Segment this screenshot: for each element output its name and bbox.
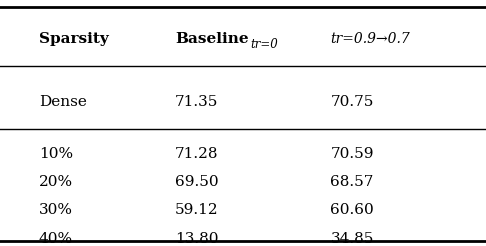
Text: 13.80: 13.80 bbox=[175, 232, 219, 246]
Text: 71.28: 71.28 bbox=[175, 147, 219, 161]
Text: 40%: 40% bbox=[39, 232, 73, 246]
Text: tr=0.9→0.7: tr=0.9→0.7 bbox=[330, 32, 410, 46]
Text: 20%: 20% bbox=[39, 175, 73, 189]
Text: 60.60: 60.60 bbox=[330, 203, 374, 217]
Text: 34.85: 34.85 bbox=[330, 232, 374, 246]
Text: 71.35: 71.35 bbox=[175, 95, 218, 109]
Text: 30%: 30% bbox=[39, 203, 73, 217]
Text: 59.12: 59.12 bbox=[175, 203, 219, 217]
Text: Dense: Dense bbox=[39, 95, 87, 109]
Text: tr=0: tr=0 bbox=[250, 38, 278, 51]
Text: Baseline: Baseline bbox=[175, 32, 248, 46]
Text: Sparsity: Sparsity bbox=[39, 32, 109, 46]
Text: 70.59: 70.59 bbox=[330, 147, 374, 161]
Text: 10%: 10% bbox=[39, 147, 73, 161]
Text: 68.57: 68.57 bbox=[330, 175, 374, 189]
Text: 70.75: 70.75 bbox=[330, 95, 374, 109]
Text: 69.50: 69.50 bbox=[175, 175, 219, 189]
